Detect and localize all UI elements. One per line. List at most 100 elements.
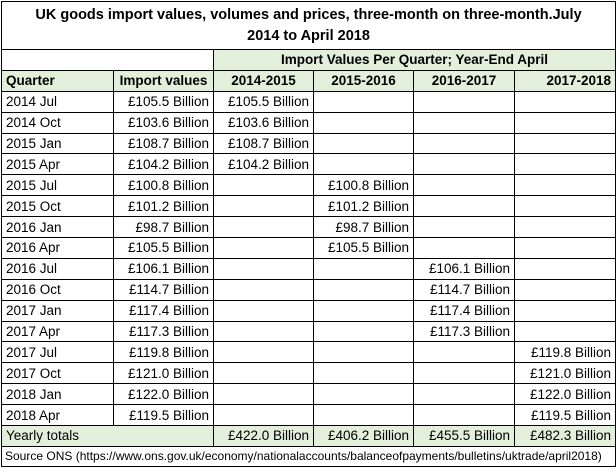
table-row: 2017 Jul £119.8 Billion £119.8 Billion [1, 341, 616, 364]
empty-cell [513, 195, 616, 218]
empty-cell [513, 90, 616, 113]
import-value-cell: £105.5 Billion [113, 237, 214, 259]
year-value-cell: £98.7 Billion [313, 216, 414, 239]
import-value-cell: £106.1 Billion [113, 257, 214, 280]
empty-cell [313, 257, 414, 280]
empty-cell [213, 383, 314, 406]
empty-cell [513, 299, 616, 322]
yearly-total-cell: £422.0 Billion [213, 425, 314, 447]
year-value-cell: £103.6 Billion [213, 111, 314, 134]
source-note: Source ONS (https://www.ons.gov.uk/econo… [0, 445, 616, 467]
empty-cell [313, 383, 414, 406]
import-value-cell: £114.7 Billion [113, 278, 214, 301]
quarter-cell: 2015 Apr [1, 153, 114, 176]
table-row: 2014 Oct £103.6 Billion £103.6 Billion [1, 111, 616, 134]
empty-cell [513, 132, 616, 155]
quarter-cell: 2015 Oct [1, 195, 114, 218]
table-title: UK goods import values, volumes and pric… [0, 1, 616, 50]
quarter-cell: 2014 Jul [1, 90, 114, 113]
title-line-1: UK goods import values, volumes and pric… [35, 6, 582, 23]
empty-cell [513, 237, 616, 259]
empty-cell [213, 257, 314, 280]
source-row: Source ONS (https://www.ons.gov.uk/econo… [0, 445, 616, 467]
year-value-cell: £122.0 Billion [513, 383, 616, 406]
title-row: UK goods import values, volumes and pric… [0, 1, 616, 50]
empty-cell [213, 299, 314, 322]
table-row: 2014 Jul £105.5 Billion £105.5 Billion [1, 90, 616, 113]
empty-cell [313, 299, 414, 322]
totals-row: Yearly totals £422.0 Billion £406.2 Billio… [1, 425, 616, 447]
table-row: 2017 Oct £121.0 Billion £121.0 Billion [1, 362, 616, 385]
yearly-total-cell: £406.2 Billion [313, 425, 414, 447]
quarter-cell: 2017 Jan [1, 299, 114, 322]
import-values-table: UK goods import values, volumes and pric… [0, 1, 616, 467]
empty-cell [313, 341, 414, 364]
quarter-cell: 2016 Oct [1, 278, 114, 301]
empty-cell [513, 278, 616, 301]
yearly-total-cell: £455.5 Billion [413, 425, 515, 447]
table-row: 2018 Jan £122.0 Billion £122.0 Billion [1, 383, 616, 406]
empty-cell [213, 278, 314, 301]
totals-label: Yearly totals [1, 425, 214, 447]
header-year-2015-2016: 2015-2016 [313, 69, 414, 92]
table-row: 2015 Oct £101.2 Billion £101.2 Billion [1, 195, 616, 218]
empty-cell [313, 111, 414, 134]
import-value-cell: £103.6 Billion [113, 111, 214, 134]
year-value-cell: £101.2 Billion [313, 195, 414, 218]
quarter-cell: 2017 Apr [1, 320, 114, 343]
empty-cell [413, 195, 515, 218]
header-quarter: Quarter [1, 69, 114, 92]
year-value-cell: £121.0 Billion [513, 362, 616, 385]
quarter-cell: 2017 Oct [1, 362, 114, 385]
empty-cell [213, 404, 314, 427]
empty-cell [213, 174, 314, 197]
empty-cell [413, 362, 515, 385]
group-header-row: Import Values Per Quarter; Year-End Apri… [1, 49, 616, 71]
year-value-cell: £106.1 Billion [413, 257, 515, 280]
table-row: 2017 Apr £117.3 Billion £117.3 Billion [1, 320, 616, 343]
empty-cell [513, 216, 616, 239]
quarter-cell: 2014 Oct [1, 111, 114, 134]
empty-cell [313, 320, 414, 343]
year-value-cell: £104.2 Billion [213, 153, 314, 176]
header-import-values: Import values [113, 69, 214, 92]
empty-cell [513, 320, 616, 343]
quarter-cell: 2015 Jul [1, 174, 114, 197]
table-row: 2016 Apr £105.5 Billion £105.5 Billion [1, 237, 616, 259]
year-value-cell: £105.5 Billion [213, 90, 314, 113]
empty-cell [413, 237, 515, 259]
quarter-cell: 2016 Apr [1, 237, 114, 259]
quarter-cell: 2017 Jul [1, 341, 114, 364]
import-value-cell: £117.4 Billion [113, 299, 214, 322]
import-value-cell: £117.3 Billion [113, 320, 214, 343]
empty-cell [313, 404, 414, 427]
empty-cell [513, 111, 616, 134]
year-value-cell: £117.3 Billion [413, 320, 515, 343]
empty-cell [213, 216, 314, 239]
empty-cell [213, 341, 314, 364]
import-value-cell: £105.5 Billion [113, 90, 214, 113]
group-header: Import Values Per Quarter; Year-End Apri… [212, 49, 616, 71]
empty-cell [413, 216, 515, 239]
quarter-cell: 2018 Apr [1, 404, 114, 427]
import-value-cell: £121.0 Billion [113, 362, 214, 385]
year-value-cell: £105.5 Billion [313, 237, 414, 259]
group-header-spacer [1, 49, 214, 71]
table-row: 2016 Jul £106.1 Billion £106.1 Billion [1, 257, 616, 280]
header-year-2014-2015: 2014-2015 [213, 69, 314, 92]
empty-cell [313, 278, 414, 301]
year-value-cell: £119.8 Billion [513, 341, 616, 364]
column-header-row: Quarter Import values 2014-2015 2015-201… [1, 69, 616, 92]
empty-cell [313, 90, 414, 113]
year-value-cell: £100.8 Billion [313, 174, 414, 197]
empty-cell [513, 174, 616, 197]
empty-cell [213, 195, 314, 218]
import-value-cell: £119.5 Billion [113, 404, 214, 427]
year-value-cell: £108.7 Billion [213, 132, 314, 155]
year-value-cell: £117.4 Billion [413, 299, 515, 322]
table-row: 2018 Apr £119.5 Billion £119.5 Billion [1, 404, 616, 427]
empty-cell [213, 237, 314, 259]
empty-cell [413, 174, 515, 197]
title-line-2: 2014 to April 2018 [247, 27, 370, 44]
